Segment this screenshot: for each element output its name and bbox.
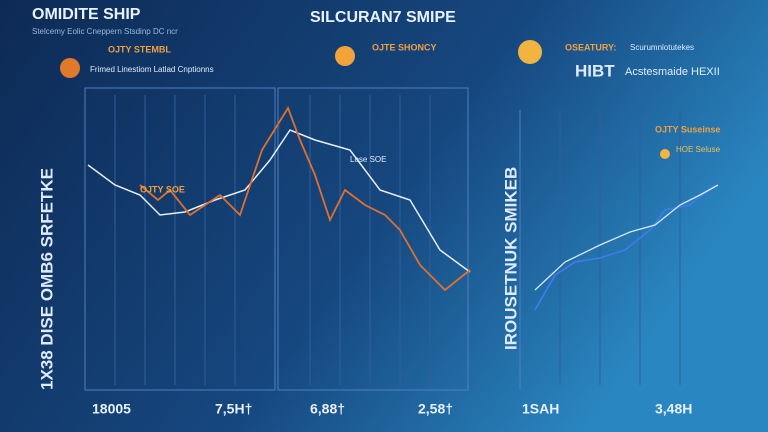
icon [60, 58, 80, 78]
title: OMIDITE SHIP [32, 6, 141, 23]
icon [660, 149, 670, 159]
icon [335, 46, 355, 66]
panel-frames [84, 87, 521, 391]
badge: OJTE SHONCY [372, 42, 437, 52]
footer-value: 1SAH [522, 401, 559, 417]
orange-line [139, 105, 471, 292]
footer-value: 7,5H† [215, 401, 252, 417]
badge: OJTY STEMBL [108, 44, 171, 54]
subtitle: Stelcemy Eolic Cneppern Stsdinp DC ncr [32, 27, 178, 36]
caption: Acstesmaide HEXII [625, 66, 720, 78]
footer-value: 2,58† [418, 401, 453, 417]
annotation: OJTY Suseinse [655, 124, 720, 134]
footer-value: 6,88† [310, 401, 345, 417]
panel-columns [114, 95, 681, 385]
white-line [87, 129, 471, 273]
note: Scurumnlotutekes [630, 43, 694, 52]
blue-line [534, 184, 716, 311]
footer-value: 18005 [92, 401, 131, 417]
icon [518, 40, 542, 64]
title: HIBT [575, 61, 615, 80]
side-label: IROUSETNUK SMIKEB [501, 167, 520, 350]
white-line-right [534, 184, 719, 291]
annotation: HOE Seluse [676, 145, 721, 154]
footer-value: 3,48H [655, 401, 692, 417]
side-label: 1X38 DISE OMB6 SRFETKE [37, 168, 56, 390]
caption: Frimed Linestiom Latlad Cnptionns [90, 65, 214, 74]
annotation: Lose SOE [350, 155, 386, 164]
annotation: OJTY SOE [140, 184, 185, 194]
badge: OSEATURY: [565, 42, 616, 52]
title: SILCURAN7 SMIPE [310, 9, 456, 26]
